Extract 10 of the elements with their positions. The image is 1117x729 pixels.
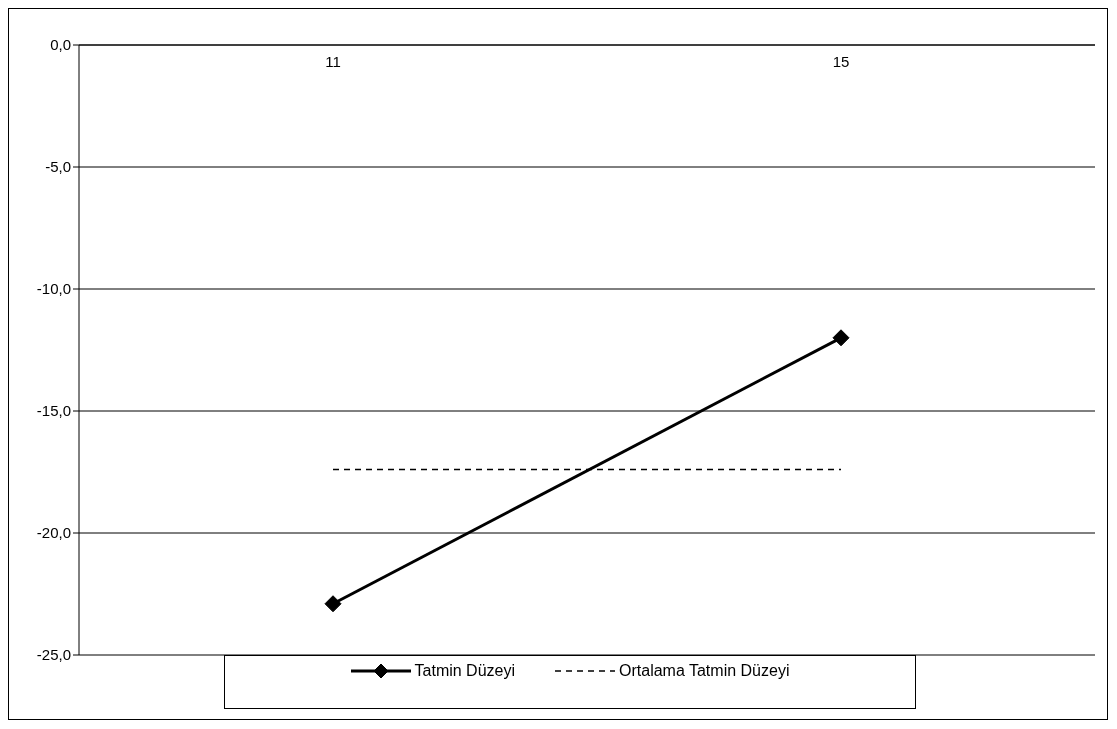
legend-label: Ortalama Tatmin Düzeyi bbox=[619, 662, 790, 680]
y-tick-label: -5,0 bbox=[45, 158, 71, 176]
y-tick-label: 0,0 bbox=[50, 36, 71, 54]
y-tick-label: -10,0 bbox=[36, 280, 71, 298]
x-tick-label: 11 bbox=[325, 53, 341, 70]
y-tick-label: -20,0 bbox=[36, 524, 71, 542]
x-tick-label: 15 bbox=[832, 53, 850, 70]
y-tick-label: -25,0 bbox=[36, 646, 71, 664]
legend-label: Tatmin Düzeyi bbox=[414, 662, 516, 680]
y-tick-label: -15,0 bbox=[36, 402, 71, 420]
